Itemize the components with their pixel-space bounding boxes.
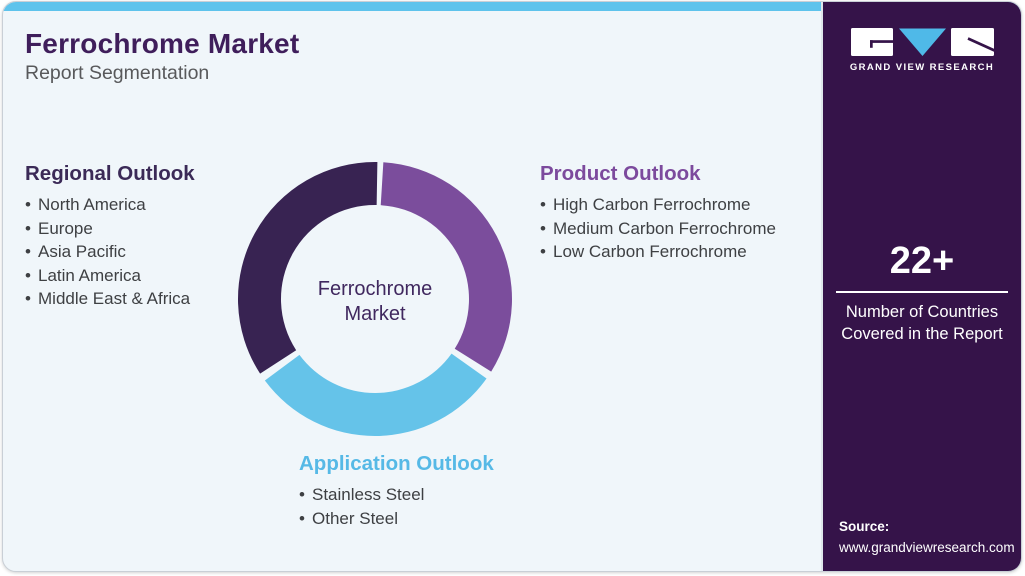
- stat-caption: Number of Countries Covered in the Repor…: [841, 303, 1003, 343]
- list-item: North America: [25, 193, 195, 217]
- list-item: Stainless Steel: [299, 483, 494, 507]
- donut-segment-product-outlook: [380, 162, 512, 372]
- donut-segment-regional-outlook: [237, 161, 378, 374]
- list-item: Asia Pacific: [25, 240, 195, 264]
- list-item: Medium Carbon Ferrochrome: [540, 217, 776, 241]
- donut-center-label: Ferrochrome Market: [317, 278, 433, 325]
- product-outlook-heading: Product Outlook: [540, 162, 701, 185]
- list-item: High Carbon Ferrochrome: [540, 193, 776, 217]
- stat-value: 22+: [889, 240, 955, 282]
- source-block: Source: www.grandviewresearch.com: [839, 517, 1015, 559]
- section-regional-outlook: Regional Outlook North America Europe As…: [25, 162, 195, 311]
- gvr-logo: GRAND VIEW RESEARCH: [823, 28, 1021, 73]
- list-item: Other Steel: [299, 507, 494, 531]
- stat-divider: [836, 291, 1008, 293]
- list-item: Europe: [25, 217, 195, 241]
- list-item: Middle East & Africa: [25, 287, 195, 311]
- donut-chart: [237, 161, 512, 436]
- r-glyph-icon: [950, 28, 994, 56]
- page-subtitle: Report Segmentation: [25, 62, 210, 84]
- source-label: Source:: [839, 519, 890, 535]
- gvr-logo-icon: [850, 28, 994, 56]
- application-outlook-list: Stainless Steel Other Steel: [299, 483, 494, 530]
- donut-segment-application-outlook: [264, 353, 487, 436]
- product-outlook-list: High Carbon Ferrochrome Medium Carbon Fe…: [540, 193, 776, 264]
- section-application-outlook: Application Outlook Stainless Steel Othe…: [299, 452, 494, 530]
- source-url: www.grandviewresearch.com: [839, 540, 1015, 556]
- section-product-outlook: Product Outlook High Carbon Ferrochrome …: [540, 162, 776, 264]
- regional-outlook-list: North America Europe Asia Pacific Latin …: [25, 193, 195, 311]
- countries-stat: 22+ Number of Countries Covered in the R…: [823, 242, 1021, 346]
- v-glyph-icon: [898, 28, 946, 56]
- page-title: Ferrochrome Market: [25, 28, 300, 59]
- list-item: Latin America: [25, 264, 195, 288]
- gvr-brand-text: GRAND VIEW RESEARCH: [849, 62, 995, 73]
- application-outlook-heading: Application Outlook: [299, 452, 494, 475]
- top-accent-bar: [3, 2, 1021, 11]
- regional-outlook-heading: Regional Outlook: [25, 162, 195, 185]
- sidebar-panel: GRAND VIEW RESEARCH 22+ Number of Countr…: [821, 2, 1021, 571]
- list-item: Low Carbon Ferrochrome: [540, 240, 776, 264]
- g-glyph-icon: [850, 28, 893, 56]
